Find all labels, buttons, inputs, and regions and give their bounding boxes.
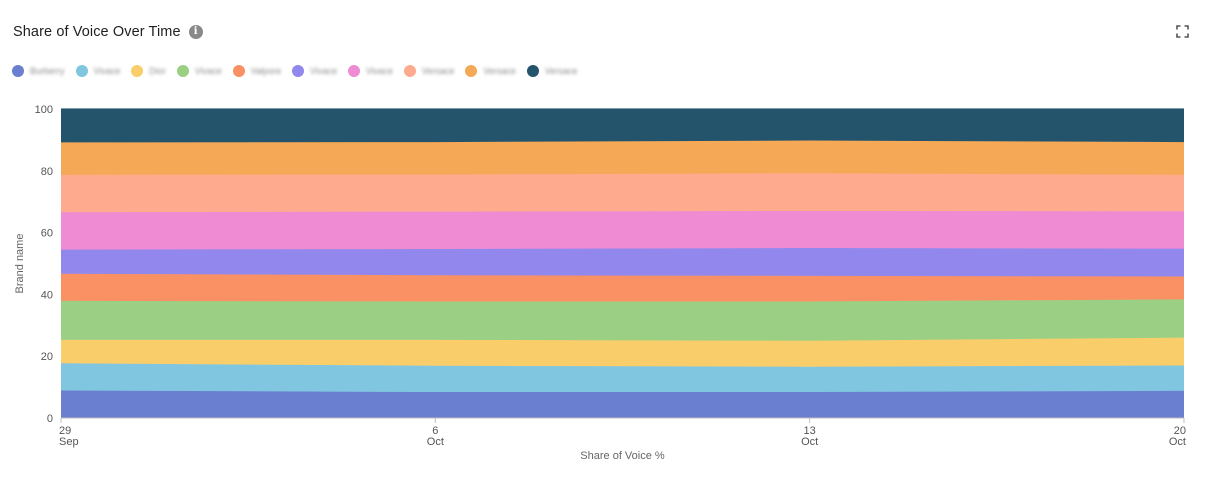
series-line [60, 273, 1185, 278]
chart-title: Share of Voice Over Time [13, 24, 181, 40]
legend-label: Dior [149, 66, 166, 76]
area-series [61, 109, 1184, 143]
legend-item[interactable]: Versace [526, 65, 578, 77]
legend-label: Versace [544, 66, 578, 76]
chart-legend: Burberry Vivace Dior Vivace Valpore Vivace Viv… [12, 63, 588, 79]
legend-label: Versace [483, 66, 516, 76]
y-tick-label: 80 [41, 166, 53, 178]
area-series [61, 173, 1184, 213]
area-series [61, 337, 1184, 367]
area-series [61, 248, 1184, 277]
y-axis-title: Brand name [14, 234, 26, 294]
legend-swatch [12, 65, 24, 77]
area-series [61, 210, 1184, 250]
x-tick-label: Oct [427, 436, 444, 448]
x-tick-label: 29 [59, 425, 71, 437]
x-tick-label: 13 [804, 425, 816, 437]
x-tick-label: Sep [59, 436, 79, 448]
legend-swatch [131, 65, 144, 77]
legend-label: Valpore [250, 66, 282, 76]
x-tick-label: Oct [801, 436, 818, 448]
x-tick-label: Oct [1169, 436, 1186, 448]
legend-item[interactable]: Vivace [292, 65, 337, 77]
legend-item[interactable]: Versace [465, 65, 516, 77]
expand-icon[interactable] [1176, 25, 1189, 38]
legend-item[interactable]: Vivace [176, 65, 222, 77]
area-series [61, 273, 1184, 302]
legend-item[interactable]: Vivace [75, 65, 121, 77]
legend-label: Vivace [194, 66, 222, 76]
y-tick-label: 60 [41, 228, 53, 240]
chart-header: Share of Voice Over Time i [13, 22, 203, 42]
y-tick-label: 100 [35, 104, 53, 116]
area-series [61, 390, 1184, 418]
y-tick-label: 0 [47, 413, 53, 425]
legend-swatch [75, 65, 88, 77]
legend-swatch [232, 65, 245, 77]
area-series [61, 363, 1184, 393]
legend-swatch [292, 65, 305, 77]
legend-label: Burberry [30, 66, 65, 76]
y-tick-label: 20 [41, 351, 53, 363]
info-icon[interactable]: i [188, 25, 203, 39]
legend-swatch [347, 65, 360, 77]
legend-label: Vivace [365, 66, 393, 76]
x-axis-title: Share of Voice % [580, 450, 665, 462]
y-tick-label: 40 [41, 289, 53, 301]
legend-item[interactable]: Burberry [12, 65, 65, 77]
legend-label: Versace [421, 66, 455, 76]
legend-label: Vivace [93, 66, 121, 76]
legend-swatch [465, 65, 478, 77]
legend-item[interactable]: Valpore [232, 65, 282, 77]
area-series [61, 299, 1184, 341]
area-series [61, 140, 1184, 175]
legend-swatch [176, 65, 189, 77]
legend-item[interactable]: Dior [131, 65, 166, 77]
legend-swatch [526, 65, 539, 77]
legend-label: Vivace [310, 66, 337, 76]
legend-item[interactable]: Vivace [347, 65, 393, 77]
series-line [60, 362, 1185, 368]
x-tick-label: 20 [1174, 425, 1186, 437]
legend-swatch [403, 65, 416, 77]
x-tick-label: 6 [432, 425, 438, 437]
legend-item[interactable]: Versace [403, 65, 455, 77]
